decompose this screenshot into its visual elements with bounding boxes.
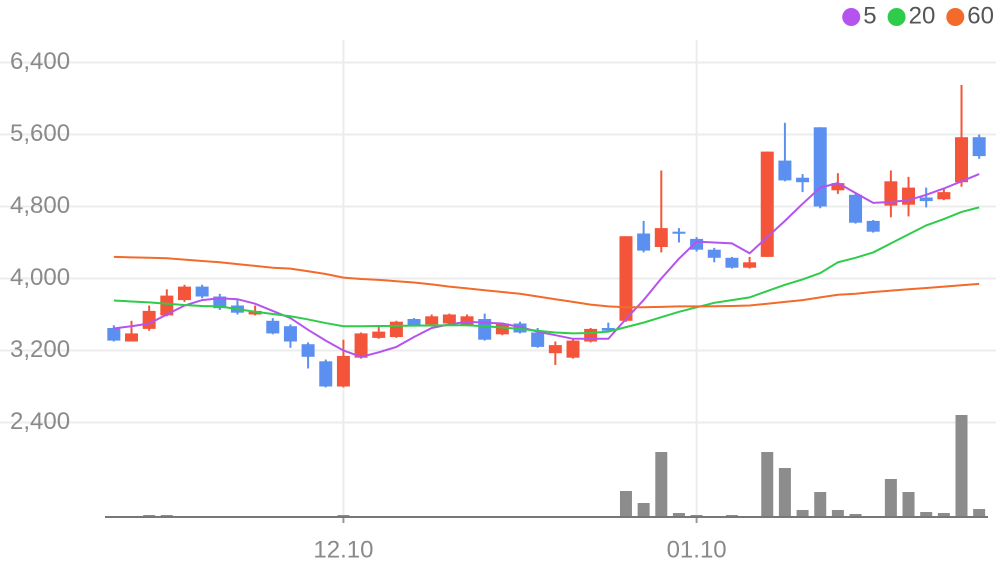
- legend-marker: [842, 8, 861, 26]
- x-tick-label: 12.10: [313, 536, 373, 563]
- candle-body: [919, 197, 933, 202]
- candle-body: [531, 332, 545, 347]
- ma-line: [113, 173, 980, 358]
- candle-body: [301, 344, 315, 357]
- candle-body: [831, 183, 845, 191]
- volume-bar: [761, 452, 774, 517]
- candle-body: [601, 328, 615, 331]
- candle-body: [849, 194, 863, 223]
- volume-bar: [814, 492, 827, 517]
- candle-body: [813, 127, 827, 207]
- x-tick-label: 01.10: [667, 536, 727, 563]
- volume-bar: [937, 513, 950, 517]
- legend-label: 20: [909, 2, 936, 29]
- candle-body: [319, 361, 333, 387]
- volume-bar: [920, 512, 933, 517]
- candle-body: [336, 355, 350, 387]
- volume-bar: [796, 510, 809, 517]
- candle-body: [372, 331, 386, 338]
- candle-body: [407, 319, 421, 326]
- candle-body: [866, 220, 880, 232]
- candle-body: [725, 257, 739, 268]
- candle-body: [107, 328, 121, 341]
- candle-body: [778, 160, 792, 181]
- y-tick-label: 4,800: [10, 192, 70, 219]
- ma-line: [113, 255, 980, 309]
- volume-bar: [973, 509, 986, 517]
- candle-body: [672, 231, 686, 234]
- volume-bar: [637, 503, 650, 517]
- volume-bar: [884, 479, 897, 517]
- volume-bar: [902, 492, 915, 517]
- candle-body: [690, 238, 704, 250]
- candle-body: [566, 340, 580, 358]
- y-tick-label: 6,400: [10, 48, 70, 75]
- y-tick-label: 4,000: [10, 264, 70, 291]
- candle-body: [707, 249, 721, 258]
- candle-body: [495, 323, 509, 335]
- candle-body: [937, 192, 951, 200]
- legend-marker: [887, 8, 906, 26]
- candle-body: [796, 177, 810, 183]
- volume-bar: [672, 513, 685, 517]
- candle-body: [266, 320, 280, 334]
- ma-line: [113, 206, 980, 335]
- candle-body: [425, 316, 439, 325]
- candle-body: [142, 310, 156, 329]
- volume-bar: [955, 415, 968, 517]
- candle-body: [902, 187, 916, 205]
- candle-body: [389, 321, 403, 337]
- legend-marker: [946, 8, 965, 26]
- candle-body: [884, 181, 898, 206]
- candle-body: [195, 286, 209, 297]
- y-tick-label: 5,600: [10, 120, 70, 147]
- volume-bar: [831, 510, 844, 517]
- candle-body: [354, 333, 368, 358]
- candle-body: [283, 326, 297, 342]
- volume-bar: [655, 452, 668, 517]
- volume-bar: [619, 491, 632, 517]
- candle-body: [743, 262, 757, 268]
- candle-body: [442, 314, 456, 324]
- candle-body: [955, 137, 969, 183]
- volume-bar: [849, 514, 862, 517]
- volume-bar: [778, 468, 791, 517]
- candle-body: [654, 228, 668, 247]
- y-tick-label: 2,400: [10, 408, 70, 435]
- candle-body: [619, 236, 633, 321]
- candle-body: [160, 295, 174, 316]
- candle-body: [760, 151, 774, 257]
- candle-body: [972, 137, 986, 157]
- candle-body: [548, 345, 562, 354]
- candle-body: [637, 233, 651, 251]
- legend-label: 5: [863, 2, 876, 29]
- candle-body: [124, 333, 138, 342]
- y-tick-label: 3,200: [10, 336, 70, 363]
- candle-body: [478, 319, 492, 340]
- legend-label: 60: [967, 2, 994, 29]
- candle-body: [177, 286, 191, 301]
- candle-body: [213, 296, 227, 309]
